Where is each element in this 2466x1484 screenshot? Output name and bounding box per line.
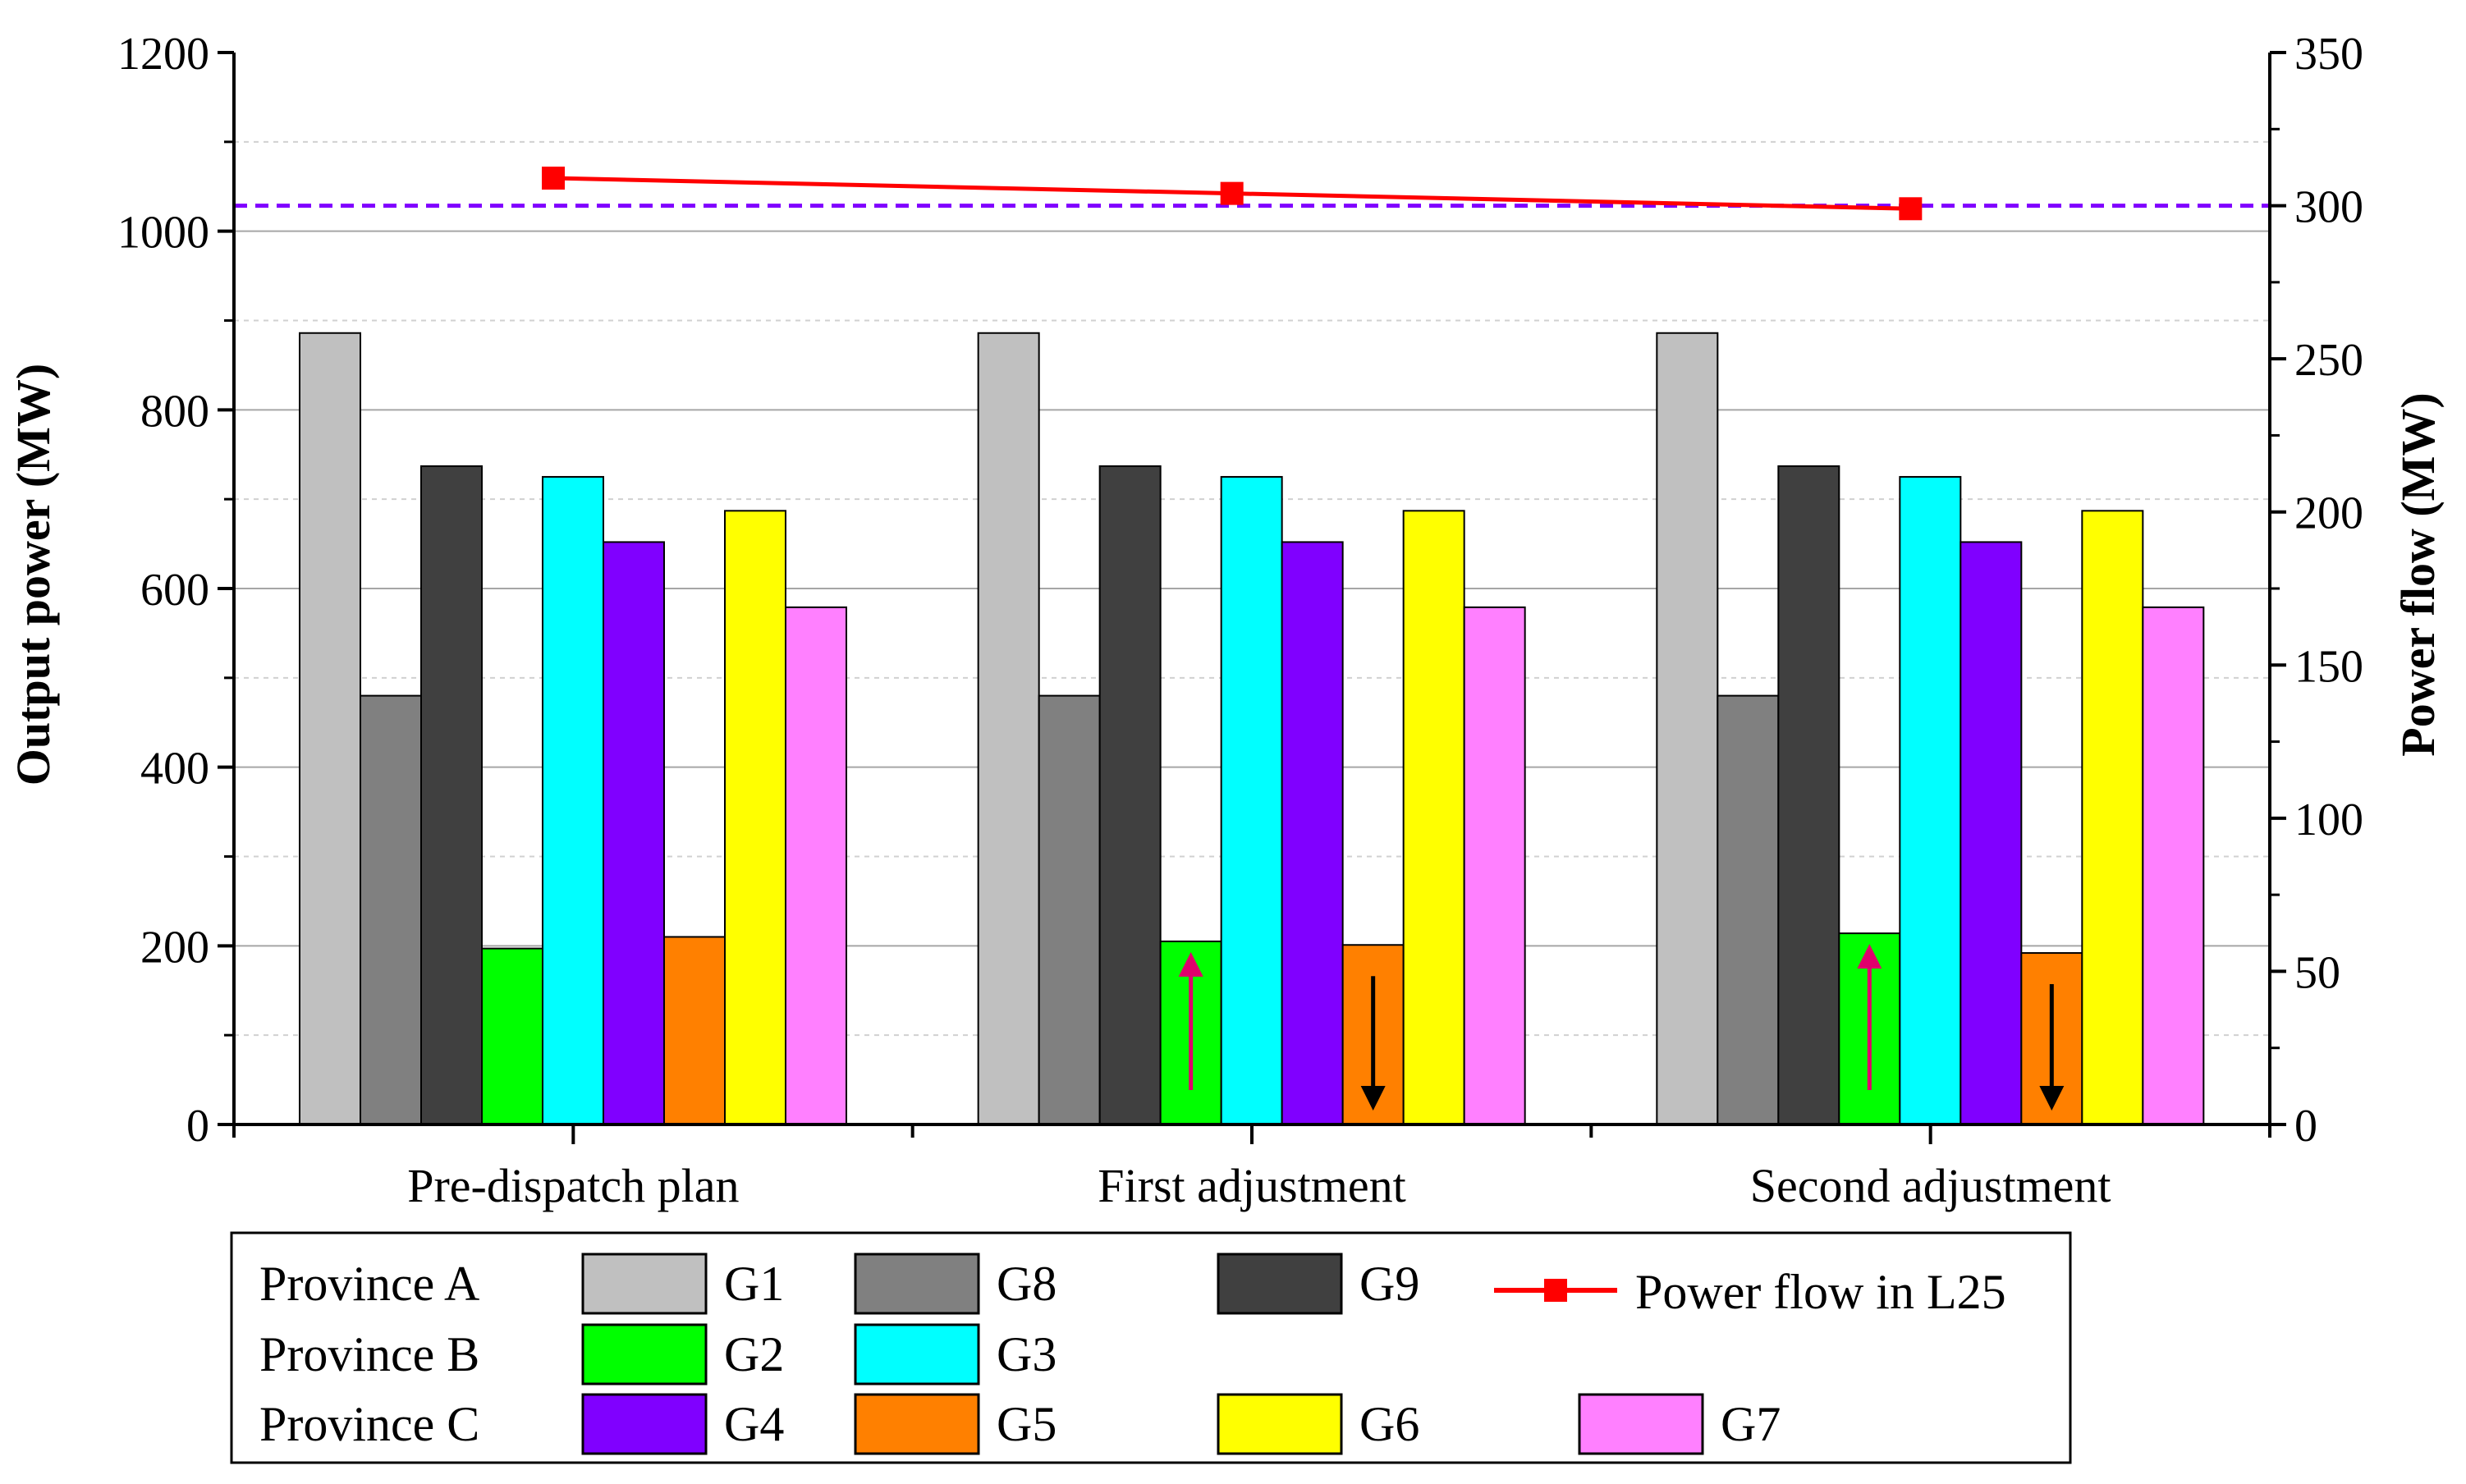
- bars: [299, 332, 2205, 1126]
- bar-g4-2: [1281, 541, 1344, 1125]
- bar-g9-3: [1777, 465, 1840, 1125]
- axes: 0 200 400 600 800 1000 1200 0 50 100 150 200 250 300 3…: [117, 29, 2363, 1212]
- adjustment-arrows: [1178, 944, 2065, 1111]
- legend-label-g5: G5: [997, 1397, 1057, 1451]
- legend-swatch-g8: [854, 1253, 980, 1315]
- legend-swatch-g9: [1217, 1253, 1343, 1315]
- bar-g1-3: [1656, 332, 1719, 1125]
- legend-province-label: Province B: [259, 1327, 479, 1381]
- legend-province-label: Province C: [259, 1397, 479, 1451]
- bar-g4-1: [603, 541, 665, 1125]
- legend-swatch-g2: [581, 1323, 708, 1386]
- y-tick-label: 400: [140, 744, 209, 795]
- bar-g9-2: [1098, 465, 1162, 1125]
- power-flow-marker-3: [1899, 197, 1923, 221]
- y2-tick-label: 50: [2294, 947, 2340, 998]
- y2-tick-label: 100: [2294, 795, 2363, 845]
- legend-province-label: Province A: [259, 1257, 479, 1311]
- legend-label-g2: G2: [724, 1327, 784, 1381]
- bar-g6-2: [1402, 510, 1465, 1125]
- bar-g8-3: [1717, 694, 1780, 1125]
- bar-g9-1: [420, 465, 483, 1125]
- legend-swatch-g3: [854, 1323, 980, 1386]
- bar-g7-1: [785, 606, 847, 1125]
- bar-g1-2: [977, 332, 1040, 1125]
- y-tick-label: 600: [140, 565, 209, 616]
- legend-label-g7: G7: [1721, 1397, 1781, 1451]
- legend-label-g3: G3: [997, 1327, 1057, 1381]
- legend-label-power-flow: Power flow in L25: [1635, 1265, 2006, 1319]
- y-tick-label: 0: [186, 1101, 209, 1152]
- power-flow-marker-2: [1220, 181, 1244, 205]
- y2-tick-label: 250: [2294, 335, 2363, 386]
- legend-label-g9: G9: [1359, 1257, 1419, 1311]
- legend-label-g4: G4: [724, 1397, 784, 1451]
- x-tick-label: First adjustment: [1098, 1159, 1405, 1212]
- y2-tick-label: 300: [2294, 182, 2363, 233]
- power-flow-marker-1: [542, 166, 565, 190]
- y2-tick-label: 150: [2294, 641, 2363, 692]
- bar-g7-3: [2142, 606, 2205, 1125]
- legend-box: [230, 1231, 2072, 1464]
- legend-label-g8: G8: [997, 1257, 1057, 1311]
- legend-swatch-g4: [581, 1393, 708, 1455]
- legend-label-g6: G6: [1359, 1397, 1419, 1451]
- power-flow-line-layer: [542, 166, 1923, 221]
- bar-g8-2: [1038, 694, 1101, 1125]
- legend-swatch-g1: [581, 1253, 708, 1315]
- y-axis-title: Output power (MW): [7, 364, 60, 786]
- bar-g3-3: [1899, 475, 1962, 1125]
- bar-g8-1: [360, 694, 422, 1125]
- legend-swatch-g7: [1578, 1393, 1704, 1455]
- y-tick-label: 1000: [117, 208, 209, 259]
- bar-g1-1: [299, 332, 361, 1125]
- bar-g3-2: [1220, 475, 1283, 1125]
- y-tick-label: 1200: [117, 29, 209, 80]
- y2-tick-label: 0: [2294, 1101, 2317, 1152]
- bar-g5-1: [663, 936, 726, 1125]
- bar-g3-1: [542, 475, 604, 1125]
- y2-axis-title: Power flow (MW): [2391, 392, 2445, 756]
- bar-g4-3: [1960, 541, 2023, 1125]
- y-tick-label: 200: [140, 922, 209, 973]
- x-tick-label: Second adjustment: [1750, 1159, 2111, 1212]
- legend-label-g1: G1: [724, 1257, 784, 1311]
- bar-g6-1: [724, 510, 786, 1125]
- x-tick-label: Pre-dispatch plan: [407, 1159, 739, 1212]
- bar-g6-3: [2081, 510, 2144, 1125]
- bar-g7-2: [1463, 606, 1526, 1125]
- legend-swatch-g6: [1217, 1393, 1343, 1455]
- legend: Province A G1 G8 G9 Province B G2 G3 Province C…: [230, 1231, 2072, 1464]
- bar-g2-1: [481, 947, 543, 1126]
- legend-line-marker: [1544, 1279, 1567, 1302]
- y2-tick-label: 350: [2294, 29, 2363, 80]
- y2-tick-label: 200: [2294, 488, 2363, 539]
- y-tick-label: 800: [140, 386, 209, 437]
- legend-swatch-g5: [854, 1393, 980, 1455]
